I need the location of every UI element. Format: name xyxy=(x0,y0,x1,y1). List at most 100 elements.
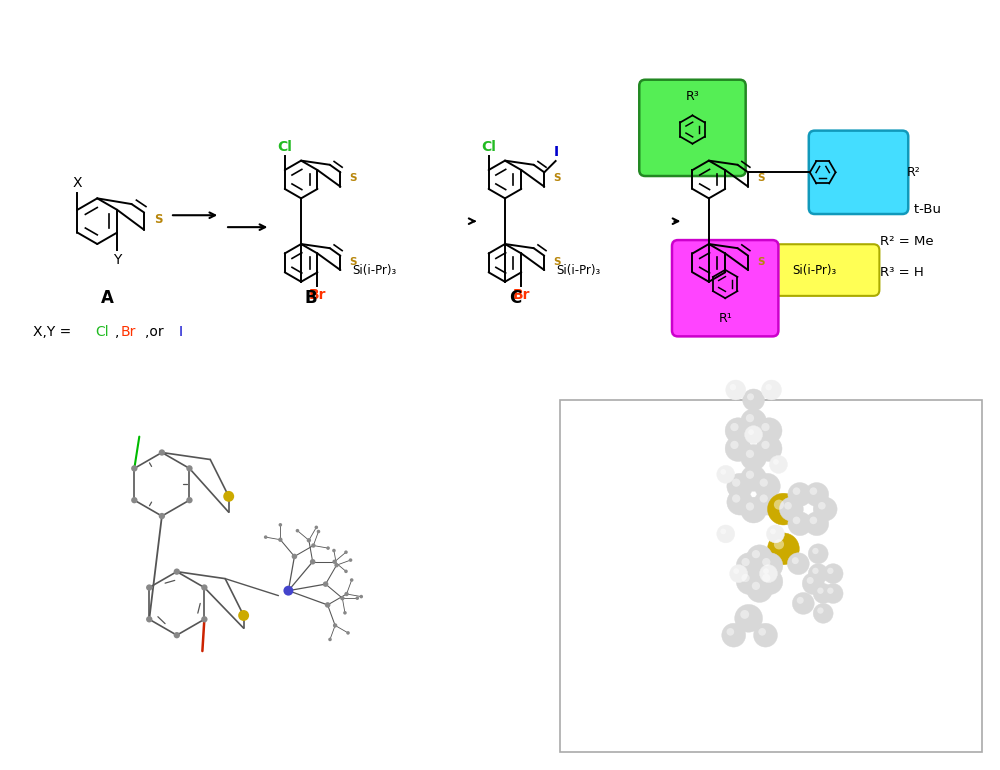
Circle shape xyxy=(817,608,824,614)
Circle shape xyxy=(725,418,751,444)
Text: B: B xyxy=(305,289,317,306)
Circle shape xyxy=(762,380,781,400)
Circle shape xyxy=(793,517,800,524)
Circle shape xyxy=(717,525,735,543)
Text: I: I xyxy=(554,145,559,159)
Circle shape xyxy=(823,584,843,604)
Circle shape xyxy=(355,597,359,600)
Circle shape xyxy=(779,497,803,521)
Circle shape xyxy=(769,456,787,474)
Circle shape xyxy=(761,440,770,449)
Circle shape xyxy=(762,574,770,582)
Circle shape xyxy=(732,494,740,503)
Circle shape xyxy=(805,483,829,507)
Circle shape xyxy=(747,545,772,571)
Circle shape xyxy=(186,497,193,504)
Circle shape xyxy=(159,450,165,456)
Circle shape xyxy=(807,577,814,584)
Circle shape xyxy=(741,558,750,566)
Circle shape xyxy=(741,465,767,491)
Circle shape xyxy=(344,592,349,596)
Circle shape xyxy=(756,436,782,461)
Circle shape xyxy=(720,469,726,475)
Circle shape xyxy=(726,380,746,400)
Circle shape xyxy=(279,523,282,527)
Text: S: S xyxy=(553,173,561,183)
FancyBboxPatch shape xyxy=(750,244,879,296)
Circle shape xyxy=(812,547,819,554)
Circle shape xyxy=(238,610,249,621)
Circle shape xyxy=(334,563,339,567)
Circle shape xyxy=(736,553,762,578)
Circle shape xyxy=(333,623,337,628)
Circle shape xyxy=(717,465,735,484)
Circle shape xyxy=(746,470,754,479)
Circle shape xyxy=(332,560,337,564)
Circle shape xyxy=(736,569,762,594)
Circle shape xyxy=(752,550,760,558)
Circle shape xyxy=(730,384,736,390)
Text: X: X xyxy=(73,176,82,190)
Circle shape xyxy=(760,564,777,583)
Circle shape xyxy=(762,558,770,566)
Circle shape xyxy=(732,478,740,487)
Circle shape xyxy=(787,553,809,574)
Circle shape xyxy=(827,567,834,574)
Circle shape xyxy=(344,551,348,554)
Circle shape xyxy=(296,529,299,533)
Circle shape xyxy=(201,616,208,622)
Circle shape xyxy=(323,581,328,587)
Circle shape xyxy=(131,497,138,504)
Circle shape xyxy=(725,436,751,461)
Text: S: S xyxy=(154,213,163,226)
Circle shape xyxy=(808,564,828,584)
Circle shape xyxy=(343,611,347,614)
Circle shape xyxy=(740,610,749,619)
Circle shape xyxy=(730,564,748,583)
Circle shape xyxy=(793,487,800,495)
Circle shape xyxy=(760,478,768,487)
Circle shape xyxy=(344,570,348,573)
Text: ,: , xyxy=(115,326,120,340)
Text: D: D xyxy=(712,289,726,306)
Text: Si(i-Pr)₃: Si(i-Pr)₃ xyxy=(556,263,600,276)
Circle shape xyxy=(813,584,833,604)
Text: S: S xyxy=(757,173,765,183)
FancyBboxPatch shape xyxy=(672,240,778,336)
FancyBboxPatch shape xyxy=(639,80,746,176)
Circle shape xyxy=(741,409,767,434)
Circle shape xyxy=(201,584,208,591)
Circle shape xyxy=(773,459,779,465)
Circle shape xyxy=(808,544,828,564)
Circle shape xyxy=(743,389,765,411)
Circle shape xyxy=(756,418,782,444)
Circle shape xyxy=(792,557,799,564)
Circle shape xyxy=(328,638,332,641)
Circle shape xyxy=(747,577,772,602)
Circle shape xyxy=(757,569,783,594)
Circle shape xyxy=(325,602,330,608)
Text: Br: Br xyxy=(513,288,530,303)
Circle shape xyxy=(315,526,318,529)
Circle shape xyxy=(802,573,824,594)
Circle shape xyxy=(746,414,754,422)
Circle shape xyxy=(747,393,754,400)
Text: S: S xyxy=(349,256,357,266)
Circle shape xyxy=(310,559,315,564)
Circle shape xyxy=(223,491,234,502)
Circle shape xyxy=(727,474,753,499)
Circle shape xyxy=(350,578,353,582)
Circle shape xyxy=(817,588,824,594)
Text: A: A xyxy=(101,289,114,306)
Circle shape xyxy=(788,483,812,507)
Circle shape xyxy=(754,623,777,647)
Circle shape xyxy=(752,582,760,590)
Circle shape xyxy=(307,538,311,542)
Text: X,Y =: X,Y = xyxy=(33,326,75,340)
Circle shape xyxy=(746,502,754,511)
Circle shape xyxy=(131,465,138,471)
Circle shape xyxy=(746,450,754,458)
Circle shape xyxy=(722,623,746,647)
Circle shape xyxy=(827,588,834,594)
Circle shape xyxy=(720,528,726,534)
